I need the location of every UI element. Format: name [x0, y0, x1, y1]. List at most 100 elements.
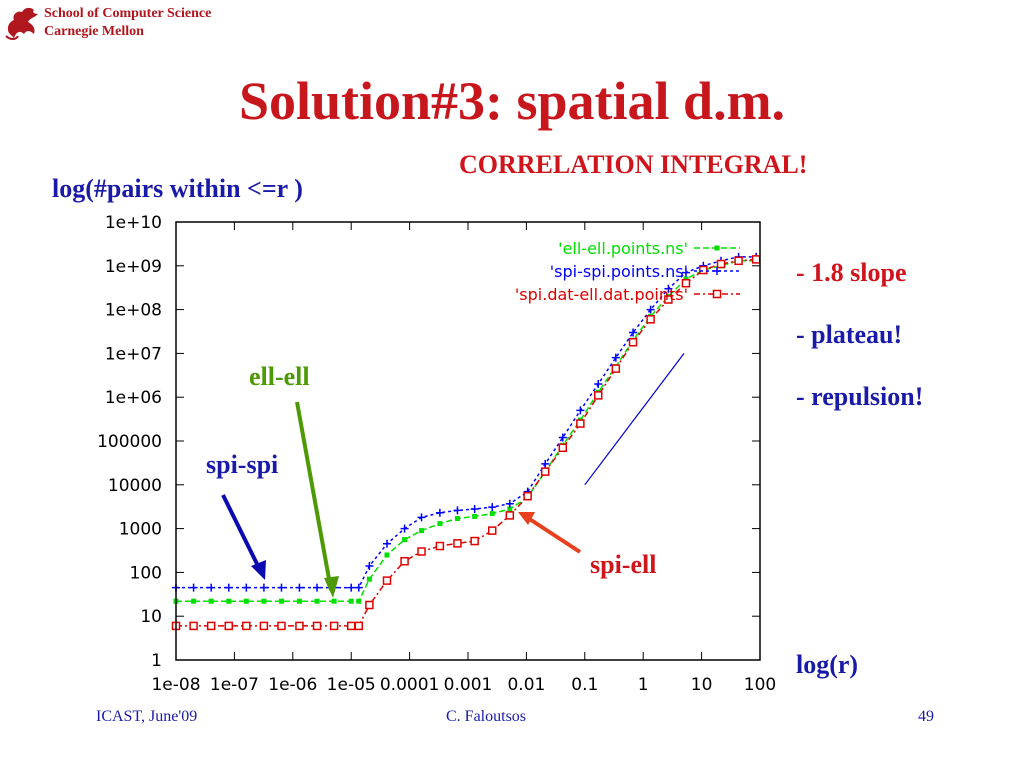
- school-name: School of Computer Science Carnegie Mell…: [44, 5, 211, 41]
- data-point: [382, 539, 391, 548]
- slide-title: Solution#3: spatial d.m.: [238, 71, 786, 131]
- footer-author: C. Faloutsos: [446, 708, 527, 725]
- data-point: [400, 556, 409, 566]
- data-point: [611, 353, 620, 362]
- y-tick-label: 100000: [97, 432, 162, 452]
- data-point: [277, 583, 286, 592]
- slope-reference-line: [584, 353, 685, 486]
- data-point: [243, 598, 249, 604]
- footer-venue: ICAST, June'09: [96, 708, 198, 725]
- data-point: [558, 433, 567, 442]
- data-point: [312, 621, 322, 631]
- data-point: [734, 256, 743, 266]
- data-point: [384, 552, 390, 558]
- data-point: [224, 621, 233, 631]
- series-line: [176, 256, 757, 589]
- data-point: [277, 621, 286, 631]
- data-point: [629, 328, 638, 337]
- annotation-arrows: [221, 401, 582, 598]
- plot-frame: [175, 221, 761, 661]
- data-point: [191, 598, 197, 604]
- data-point: [417, 547, 426, 556]
- x-tick-label: 0.0001: [380, 675, 439, 695]
- spi-ell-arrowhead: [518, 512, 535, 525]
- data-point: [594, 380, 603, 389]
- data-point: [354, 621, 364, 631]
- data-point: [507, 506, 513, 512]
- data-point: [366, 576, 372, 582]
- spi-spi-arrowhead: [251, 560, 266, 580]
- data-point: [259, 583, 268, 592]
- data-point: [417, 513, 426, 522]
- y-tick-label: 100: [130, 563, 162, 583]
- footer-page-number: 49: [918, 708, 934, 725]
- spi-spi-arrow: [221, 494, 262, 571]
- data-point: [540, 467, 550, 476]
- data-point: [419, 528, 425, 534]
- y-tick-label: 1e+07: [105, 344, 162, 364]
- data-point: [207, 583, 216, 592]
- x-tick-label: 1e-06: [268, 675, 317, 695]
- data-point: [489, 511, 495, 517]
- data-point: [206, 621, 216, 631]
- data-point: [365, 562, 374, 570]
- data-point: [470, 536, 479, 546]
- legend-marker: [712, 289, 722, 299]
- data-point: [541, 459, 550, 468]
- legend-label: 'ell-ell.points.ns': [558, 239, 688, 258]
- data-point: [681, 268, 690, 277]
- data-point: [664, 284, 673, 293]
- annotation-spi-spi: spi-spi: [206, 450, 279, 479]
- data-point: [611, 364, 621, 373]
- x-tick-label: 1: [638, 675, 649, 695]
- data-point: [505, 511, 515, 520]
- y-tick-label: 1: [151, 651, 162, 671]
- data-point: [296, 598, 302, 604]
- griffin-icon: [5, 7, 38, 40]
- school-line-2: Carnegie Mellon: [44, 24, 144, 39]
- y-axis-label: log(#pairs within <=r ): [52, 174, 303, 203]
- series-0: [173, 258, 759, 604]
- x-axis-label: log(r): [796, 650, 859, 679]
- data-point: [454, 516, 460, 522]
- y-tick-label: 1e+06: [105, 388, 162, 408]
- x-tick-label: 0.001: [444, 675, 493, 695]
- data-point: [628, 337, 638, 347]
- data-point: [664, 295, 673, 304]
- y-tick-label: 1e+08: [105, 301, 162, 321]
- data-point: [365, 600, 374, 610]
- x-tick-label: 0.1: [571, 675, 598, 695]
- note-plateau: - plateau!: [796, 320, 903, 349]
- data-point: [488, 503, 497, 512]
- data-point: [348, 598, 354, 604]
- data-point: [453, 506, 462, 515]
- data-point: [278, 598, 284, 604]
- data-point: [716, 259, 726, 269]
- data-point: [646, 315, 655, 324]
- y-tick-label: 1e+09: [105, 257, 162, 277]
- data-point: [329, 621, 339, 631]
- annotation-spi-ell: spi-ell: [590, 550, 657, 579]
- legend: 'ell-ell.points.ns' 'spi-spi.points.ns' 's…: [515, 239, 740, 304]
- data-point: [208, 598, 214, 604]
- x-tick-label: 1e-05: [327, 675, 376, 695]
- data-point: [453, 539, 462, 548]
- data-point: [382, 576, 392, 585]
- data-point: [189, 583, 198, 592]
- data-point: [558, 443, 568, 453]
- data-point: [472, 513, 478, 519]
- data-point: [295, 583, 304, 592]
- data-point: [295, 621, 304, 631]
- data-point: [242, 583, 251, 592]
- ell-ell-arrow: [295, 401, 333, 591]
- annotation-ell-ell: ell-ell: [249, 362, 310, 391]
- data-point: [681, 278, 691, 288]
- x-tick-label: 1e-07: [210, 675, 259, 695]
- note-slope: - 1.8 slope: [796, 258, 907, 287]
- y-tick-label: 1e+10: [105, 213, 162, 233]
- data-point: [435, 541, 445, 551]
- school-line-1: School of Computer Science: [44, 6, 212, 21]
- grid-and-ticks: 1e-08 1e-07 1e-06 1e-05 0.0001 0.001 0.01 0.1 1 1…: [97, 213, 776, 695]
- x-tick-label: 10: [691, 675, 713, 695]
